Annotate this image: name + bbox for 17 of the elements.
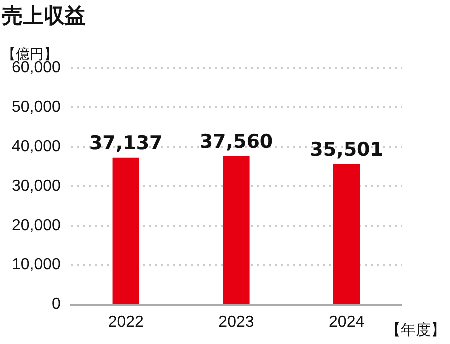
x-tick-label: 2024 [329,314,365,331]
data-label: 37,560 [200,131,274,153]
x-tick-label: 2022 [108,314,144,331]
y-tick-label: 40,000 [12,138,62,156]
bar [112,158,140,304]
data-label: 35,501 [310,139,384,162]
data-label: 37,137 [89,132,163,155]
x-axis-title: 【年度】 [386,321,446,340]
chart-title: 売上収益 [2,3,86,30]
bar [333,164,360,304]
y-tick-label: 50,000 [12,98,62,116]
bar [223,156,250,304]
y-tick-label: 30,000 [12,178,62,195]
y-tick-label: 10,000 [12,256,62,274]
x-tick-label: 2023 [218,314,254,331]
y-tick-label: 0 [52,296,62,314]
y-tick-label: 20,000 [12,217,62,234]
